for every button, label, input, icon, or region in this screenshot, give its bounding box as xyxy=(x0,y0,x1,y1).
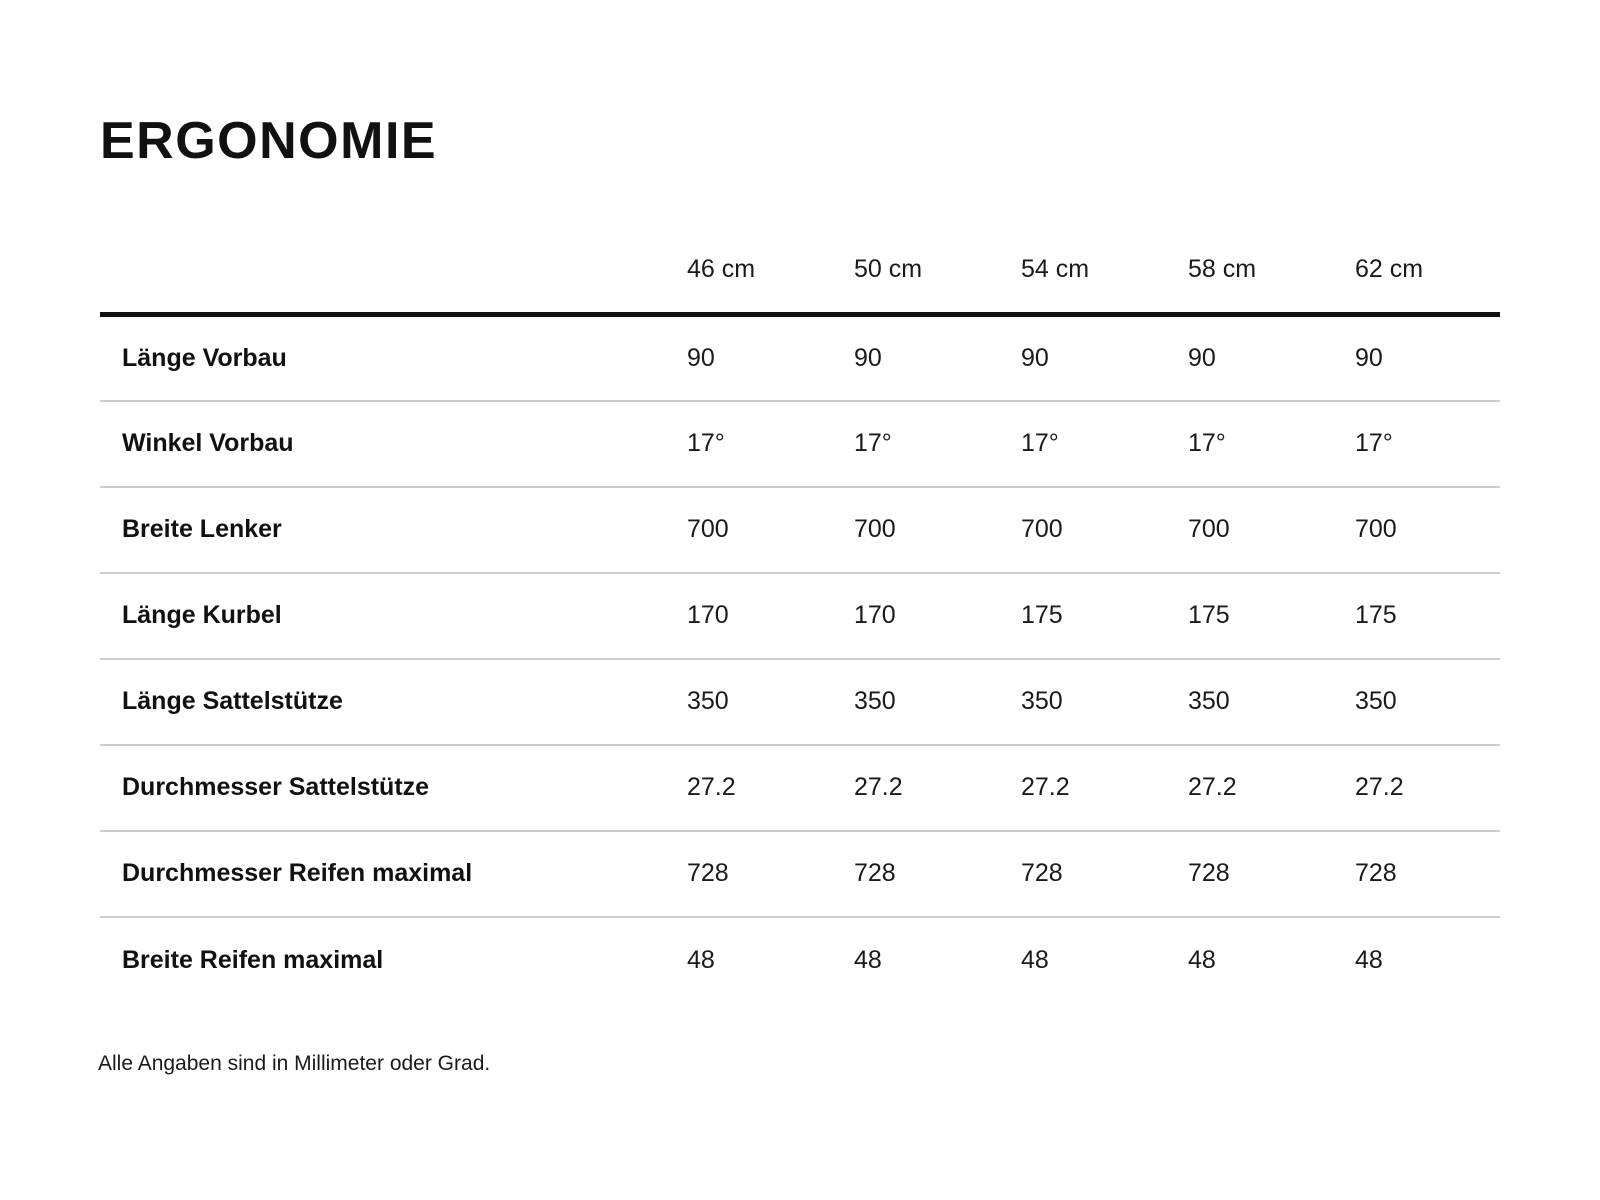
row-label: Durchmesser Reifen maximal xyxy=(122,859,473,888)
value-cell: 17° xyxy=(687,429,725,458)
value-cell: 27.2 xyxy=(1021,773,1070,802)
value-cell: 175 xyxy=(1021,601,1063,630)
value-cell: 17° xyxy=(1021,429,1059,458)
value-cell: 90 xyxy=(1021,343,1049,372)
value-cell: 700 xyxy=(1021,515,1063,544)
value-cell: 27.2 xyxy=(1355,773,1404,802)
value-cell: 350 xyxy=(1021,687,1063,716)
value-cell: 700 xyxy=(854,515,896,544)
page-title: ERGONOMIE xyxy=(100,112,438,170)
row-label: Breite Reifen maximal xyxy=(122,945,384,974)
value-cell: 700 xyxy=(1188,515,1230,544)
value-cell: 175 xyxy=(1355,601,1397,630)
table-body: Länge Vorbau 90 90 90 90 90 Winkel Vorbau 17° 17… xyxy=(100,315,1500,1003)
value-cell: 17° xyxy=(1355,429,1393,458)
table-row: Breite Reifen maximal 48 48 48 48 48 xyxy=(100,916,1500,1003)
ergonomics-table: 46 cm 50 cm 54 cm 58 cm 62 cm Länge Vorbau 90… xyxy=(100,255,1500,1003)
value-cell: 90 xyxy=(687,343,715,372)
column-header: 54 cm xyxy=(1021,255,1090,284)
column-header: 46 cm xyxy=(687,255,756,284)
value-cell: 90 xyxy=(1188,343,1216,372)
table-row: Länge Vorbau 90 90 90 90 90 xyxy=(100,315,1500,401)
table-row: Länge Sattelstütze 350 350 350 350 350 xyxy=(100,658,1500,745)
value-cell: 728 xyxy=(1021,859,1063,888)
value-cell: 27.2 xyxy=(1188,773,1237,802)
value-cell: 728 xyxy=(1355,859,1397,888)
value-cell: 48 xyxy=(1021,945,1049,974)
corner-cell xyxy=(100,255,665,315)
row-label: Länge Vorbau xyxy=(122,343,287,372)
value-cell: 350 xyxy=(1188,687,1230,716)
column-header: 62 cm xyxy=(1355,255,1424,284)
value-cell: 350 xyxy=(1355,687,1397,716)
footnote: Alle Angaben sind in Millimeter oder Gra… xyxy=(98,1051,491,1075)
value-cell: 48 xyxy=(687,945,715,974)
column-header: 50 cm xyxy=(854,255,923,284)
table-row: Winkel Vorbau 17° 17° 17° 17° 17° xyxy=(100,400,1500,487)
value-cell: 350 xyxy=(854,687,896,716)
value-cell: 27.2 xyxy=(854,773,903,802)
row-label: Winkel Vorbau xyxy=(122,429,294,458)
value-cell: 90 xyxy=(854,343,882,372)
value-cell: 48 xyxy=(1355,945,1383,974)
value-cell: 728 xyxy=(687,859,729,888)
value-cell: 728 xyxy=(1188,859,1230,888)
table-row: Durchmesser Reifen maximal 728 728 728 728 72… xyxy=(100,830,1500,917)
value-cell: 48 xyxy=(854,945,882,974)
value-cell: 700 xyxy=(687,515,729,544)
value-cell: 170 xyxy=(854,601,896,630)
table-row: Breite Lenker 700 700 700 700 700 xyxy=(100,486,1500,573)
row-label: Länge Sattelstütze xyxy=(122,687,343,716)
value-cell: 350 xyxy=(687,687,729,716)
value-cell: 48 xyxy=(1188,945,1216,974)
value-cell: 90 xyxy=(1355,343,1383,372)
value-cell: 700 xyxy=(1355,515,1397,544)
value-cell: 17° xyxy=(1188,429,1226,458)
table-row: Durchmesser Sattelstütze 27.2 27.2 27.2 27.2… xyxy=(100,744,1500,831)
value-cell: 728 xyxy=(854,859,896,888)
value-cell: 27.2 xyxy=(687,773,736,802)
column-header: 58 cm xyxy=(1188,255,1257,284)
row-label: Länge Kurbel xyxy=(122,601,282,630)
value-cell: 170 xyxy=(687,601,729,630)
row-label: Durchmesser Sattelstütze xyxy=(122,773,430,802)
table-row: Länge Kurbel 170 170 175 175 175 xyxy=(100,572,1500,659)
value-cell: 175 xyxy=(1188,601,1230,630)
ergonomics-section: ERGONOMIE 46 cm 50 cm 54 cm 58 cm 62 cm Läng… xyxy=(98,112,1500,1077)
value-cell: 17° xyxy=(854,429,892,458)
table-header-row: 46 cm 50 cm 54 cm 58 cm 62 cm xyxy=(100,255,1500,315)
row-label: Breite Lenker xyxy=(122,515,282,544)
